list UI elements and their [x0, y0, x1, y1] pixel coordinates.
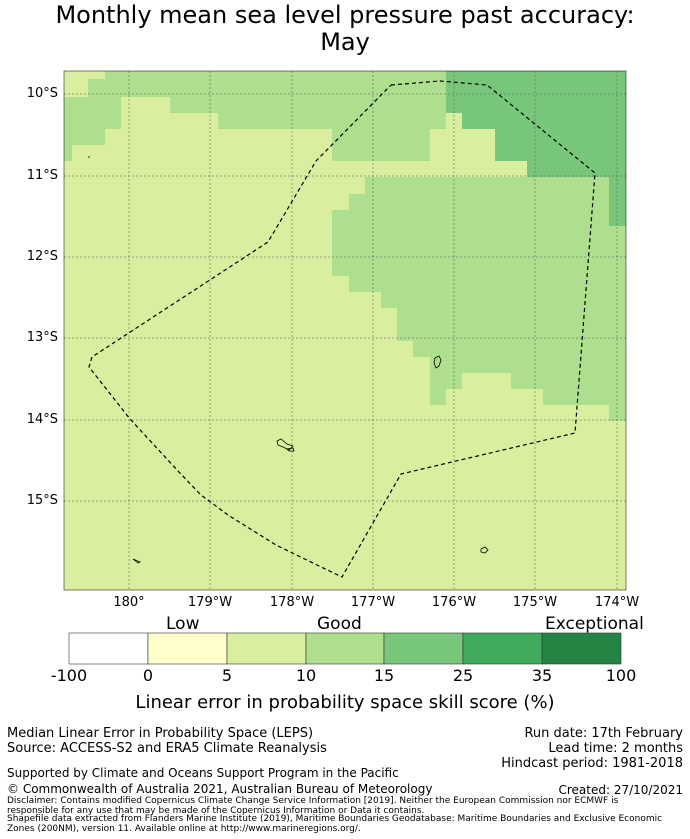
method-text: Median Linear Error in Probability Space… — [7, 726, 314, 741]
colorbar-segment-25-35 — [462, 632, 543, 665]
lon-label-175w: 175°W — [512, 595, 558, 610]
lat-label-14s: 14°S — [26, 412, 58, 427]
created-text: Created: 27/10/2021 — [558, 783, 683, 797]
colorbar-tick: 25 — [452, 666, 474, 685]
map-frame — [63, 70, 627, 591]
lon-label-176w: 176°W — [431, 595, 477, 610]
colorbar-tick: 100 — [605, 666, 637, 685]
lon-label-174w: 174°W — [594, 595, 640, 610]
colorbar-word-low: Low — [166, 614, 200, 634]
disclaimer-line: Shapefile data extracted from Flanders M… — [7, 814, 663, 824]
colorbar — [68, 632, 622, 665]
lead-time-text: Lead time: 2 months — [548, 741, 683, 756]
disclaimer-line: Disclaimer: Contains modified Copernicus… — [7, 796, 619, 806]
lon-label-178w: 178°W — [269, 595, 315, 610]
lat-label-10s: 10°S — [26, 86, 58, 101]
colorbar-tick: 35 — [531, 666, 553, 685]
colorbar-segment-15-25 — [383, 632, 464, 665]
hindcast-text: Hindcast period: 1981-2018 — [501, 756, 683, 771]
islands — [88, 156, 489, 564]
skill-region-good-plus — [64, 71, 626, 421]
island-small-west — [132, 558, 141, 564]
colorbar-tick: 0 — [142, 666, 154, 685]
island-tafahi — [480, 546, 489, 554]
colorbar-segment-5-10 — [226, 632, 307, 665]
colorbar-tick: -100 — [50, 666, 88, 685]
colorbar-segment-35-100 — [541, 632, 622, 665]
colorbar-word-good: Good — [317, 614, 362, 634]
lat-label-12s: 12°S — [26, 249, 58, 264]
lon-label-180: 180° — [113, 595, 145, 610]
colorbar-segment-10-15 — [305, 632, 385, 665]
map-title-line1: Monthly mean sea level pressure past acc… — [55, 1, 635, 29]
lat-label-11s: 11°S — [26, 168, 58, 183]
lat-label-15s: 15°S — [26, 493, 58, 508]
copyright-text: © Commonwealth of Australia 2021, Austra… — [7, 782, 433, 796]
run-date-text: Run date: 17th February — [524, 726, 683, 741]
colorbar-word-exceptional: Exceptional — [545, 614, 644, 634]
lon-label-179w: 179°W — [187, 595, 233, 610]
skill-map — [63, 70, 627, 665]
disclaimer-line: Zones (200NM), version 11. Available onl… — [7, 824, 361, 834]
skill-region-very-good — [446, 71, 626, 226]
colorbar-tick: 5 — [221, 666, 233, 685]
colorbar-tick: 15 — [373, 666, 395, 685]
source-text: Source: ACCESS-S2 and ERA5 Climate Reana… — [7, 741, 327, 756]
colorbar-label: Linear error in probability space skill … — [135, 692, 555, 713]
eez-boundary — [88, 80, 596, 578]
island-niuafoou — [433, 355, 442, 369]
island-futuna — [286, 447, 295, 452]
support-text: Supported by Climate and Oceans Support … — [7, 766, 399, 780]
graticule — [64, 71, 626, 590]
disclaimer-line: responsible for any use that may be made… — [7, 806, 425, 816]
colorbar-segment-0-5 — [147, 632, 228, 665]
colorbar-segment-low — [68, 632, 149, 665]
lat-label-13s: 13°S — [26, 330, 58, 345]
map-title-line2: May — [320, 28, 370, 56]
lon-label-177w: 177°W — [350, 595, 396, 610]
colorbar-tick: 10 — [295, 666, 317, 685]
